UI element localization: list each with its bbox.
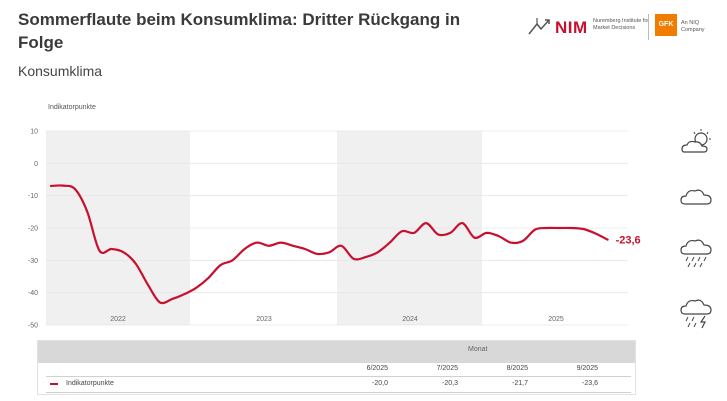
table-month-2: 7/2025 bbox=[436, 365, 458, 372]
table-header-bar bbox=[38, 341, 635, 363]
y-axis-label: Indikatorpunkte bbox=[48, 104, 96, 111]
x-tick-label: 2023 bbox=[256, 316, 272, 323]
cloud-icon bbox=[680, 189, 712, 205]
thunderstorm-icon bbox=[680, 299, 712, 329]
y-tick-label: -40 bbox=[28, 290, 38, 297]
table-value-2: -20,3 bbox=[442, 380, 458, 387]
x-tick-label: 2024 bbox=[402, 316, 418, 323]
table-row-divider bbox=[46, 392, 631, 393]
y-tick-label: -20 bbox=[28, 226, 38, 233]
nim-logo-icon bbox=[528, 18, 550, 35]
table-header-month: Monat bbox=[468, 346, 488, 353]
rain-cloud-icon bbox=[680, 239, 712, 268]
table-month-3: 8/2025 bbox=[506, 365, 528, 372]
nim-tagline: Nuremberg Institute for Market Decisions bbox=[593, 18, 650, 31]
logo-divider bbox=[648, 14, 649, 40]
y-tick-label: 10 bbox=[30, 129, 38, 136]
logo-group: NIM Nuremberg Institute for Market Decis… bbox=[527, 14, 722, 42]
table-month-4: 9/2025 bbox=[576, 365, 598, 372]
series-line-indikatorpunkte bbox=[49, 184, 609, 305]
table-value-1: -20,0 bbox=[372, 380, 388, 387]
x-tick-label: 2022 bbox=[110, 316, 126, 323]
y-tick-label: -30 bbox=[28, 258, 38, 265]
table-month-1: 6/2025 bbox=[366, 365, 388, 372]
table-value-4: -23,6 bbox=[582, 380, 598, 387]
table-row-label: Indikatorpunkte bbox=[66, 380, 114, 387]
end-value-label: -23,6 bbox=[616, 235, 641, 247]
table-value-3: -21,7 bbox=[512, 380, 528, 387]
y-tick-label: -10 bbox=[28, 193, 38, 200]
page-title: Sommerflaute beim Konsumklima: Dritter R… bbox=[18, 10, 461, 52]
legend-swatch bbox=[50, 383, 58, 385]
nim-logo-text: NIM bbox=[555, 18, 588, 37]
table-row-divider bbox=[46, 376, 631, 377]
page-subtitle: Konsumklima bbox=[18, 63, 103, 79]
gfk-tagline: An NIQ Company bbox=[681, 20, 705, 33]
y-tick-label: -50 bbox=[28, 323, 38, 330]
data-table: Monat 6/2025 7/2025 8/2025 9/2025 Indika… bbox=[37, 340, 636, 395]
gfk-logo: GFK bbox=[655, 14, 677, 36]
sun-cloud-icon bbox=[681, 129, 711, 153]
x-tick-label: 2025 bbox=[548, 316, 564, 323]
y-tick-label: 0 bbox=[34, 161, 38, 168]
